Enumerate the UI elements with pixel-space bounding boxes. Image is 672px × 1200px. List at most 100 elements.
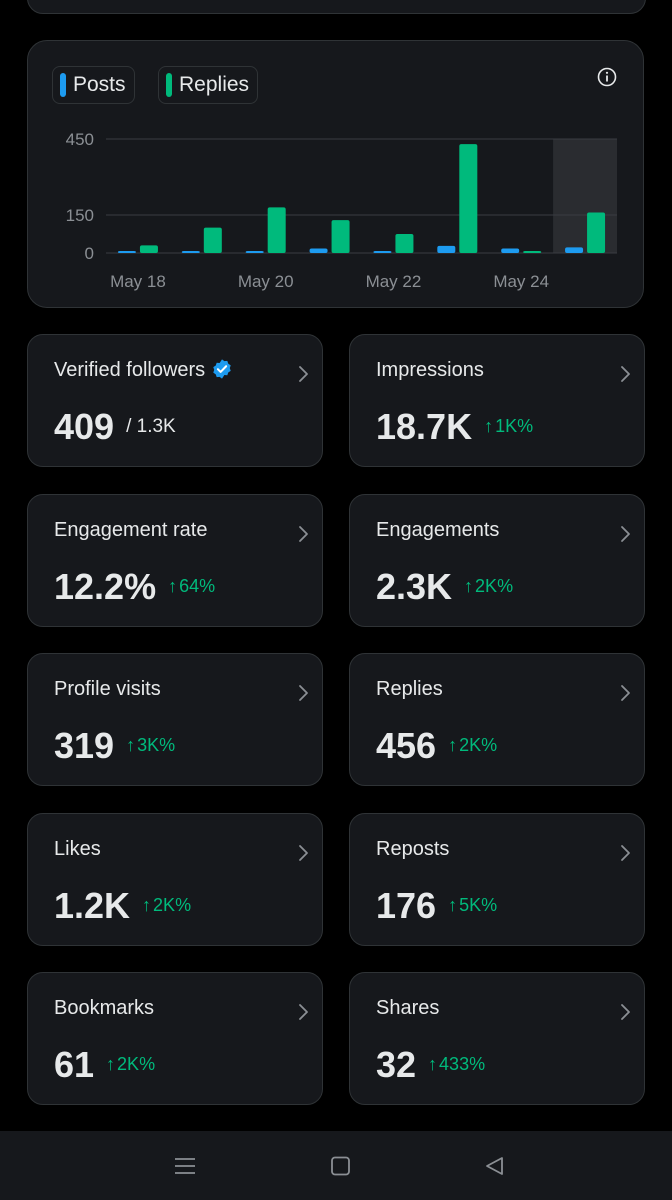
up-arrow-icon: ↑ xyxy=(448,895,458,916)
stat-value: 12.2% ↑ 64% xyxy=(54,567,215,609)
bar-chart: 0 150 450 May 18 May 20 May 22 May 24 xyxy=(66,130,617,291)
stat-change-text: 3K% xyxy=(137,735,176,756)
legend-replies-label: Replies xyxy=(179,73,250,96)
stat-value-text: 12.2% xyxy=(54,566,157,607)
stat-label: Replies xyxy=(376,678,443,701)
stat-label: Verified followers xyxy=(54,359,233,382)
chevron-right-icon xyxy=(621,685,630,701)
replies-bar xyxy=(139,245,158,253)
stat-value: 32 ↑ 433% xyxy=(376,1045,485,1087)
stat-value: 18.7K ↑ 1K% xyxy=(376,407,533,449)
y-tick-label: 0 xyxy=(85,244,94,263)
legend-posts[interactable]: Posts xyxy=(52,66,135,104)
x-tick-label: May 20 xyxy=(238,272,294,291)
up-arrow-icon: ↑ xyxy=(464,576,474,597)
posts-bar xyxy=(309,248,328,253)
posts-bar xyxy=(181,251,200,253)
replies-bar xyxy=(331,220,350,253)
stat-card[interactable]: Replies 456 ↑ 2K% xyxy=(349,653,645,786)
stat-value-text: 176 xyxy=(376,885,437,926)
stat-change: ↑ 5K% xyxy=(448,895,497,915)
menu-icon[interactable] xyxy=(173,1155,197,1177)
verified-badge-icon xyxy=(213,359,231,379)
stat-value: 176 ↑ 5K% xyxy=(376,886,497,928)
previous-card xyxy=(27,0,646,14)
stat-card[interactable]: Engagement rate 12.2% ↑ 64% xyxy=(27,494,323,627)
posts-bar xyxy=(437,245,456,253)
chevron-right-icon xyxy=(621,526,630,542)
stat-value: 456 ↑ 2K% xyxy=(376,726,497,768)
stat-change: ↑ 1K% xyxy=(484,416,533,436)
info-icon[interactable] xyxy=(597,67,617,87)
up-arrow-icon: ↑ xyxy=(448,735,458,756)
chevron-right-icon xyxy=(621,845,630,861)
stat-change: ↑ 3K% xyxy=(126,735,175,755)
stat-value: 61 ↑ 2K% xyxy=(54,1045,155,1087)
home-square-icon[interactable] xyxy=(329,1155,353,1177)
up-arrow-icon: ↑ xyxy=(168,576,178,597)
stat-card[interactable]: Impressions 18.7K ↑ 1K% xyxy=(349,334,645,467)
replies-bar xyxy=(587,212,606,253)
stat-value-text: 2.3K xyxy=(376,566,453,607)
up-arrow-icon: ↑ xyxy=(106,1054,116,1075)
stat-card[interactable]: Verified followers 409 / 1.3K xyxy=(27,334,323,467)
stat-label: Impressions xyxy=(376,359,484,382)
stat-value: 319 ↑ 3K% xyxy=(54,726,175,768)
stat-card[interactable]: Likes 1.2K ↑ 2K% xyxy=(27,813,323,946)
stat-label-text: Shares xyxy=(376,997,440,1019)
stat-label-text: Verified followers xyxy=(54,359,206,381)
stat-change-text: 433% xyxy=(439,1054,486,1075)
stat-value: 2.3K ↑ 2K% xyxy=(376,567,513,609)
stat-value-text: 18.7K xyxy=(376,406,473,447)
stat-change-text: 2K% xyxy=(153,895,192,916)
chevron-right-icon xyxy=(299,845,308,861)
stat-card[interactable]: Bookmarks 61 ↑ 2K% xyxy=(27,972,323,1105)
stat-change-text: 2K% xyxy=(475,576,514,597)
stat-label-text: Replies xyxy=(376,678,443,700)
x-tick-label: May 18 xyxy=(110,272,166,291)
replies-bar xyxy=(267,207,286,253)
up-arrow-icon: ↑ xyxy=(126,735,136,756)
posts-bar xyxy=(245,250,264,253)
x-tick-label: May 24 xyxy=(493,272,549,291)
y-tick-label: 450 xyxy=(66,130,94,149)
stat-change-text: 5K% xyxy=(459,895,498,916)
system-navigation-bar xyxy=(0,1131,672,1200)
chevron-right-icon xyxy=(299,1004,308,1020)
stat-change-text: 2K% xyxy=(459,735,498,756)
stat-label-text: Reposts xyxy=(376,838,450,860)
chevron-right-icon xyxy=(299,526,308,542)
stat-label: Bookmarks xyxy=(54,997,154,1020)
posts-bar xyxy=(117,251,136,253)
stat-card[interactable]: Reposts 176 ↑ 5K% xyxy=(349,813,645,946)
stat-change: ↑ 2K% xyxy=(464,576,513,596)
posts-bar xyxy=(373,251,392,253)
replies-swatch xyxy=(166,73,172,97)
stat-change-text: 2K% xyxy=(117,1054,156,1075)
activity-chart-card: Posts Replies 0 150 450 May 18 May 20 May 22 M… xyxy=(27,40,644,308)
stat-card[interactable]: Shares 32 ↑ 433% xyxy=(349,972,645,1105)
legend-replies[interactable]: Replies xyxy=(158,66,259,104)
stat-value: 1.2K ↑ 2K% xyxy=(54,886,191,928)
stat-value-text: 32 xyxy=(376,1044,417,1085)
stat-card[interactable]: Profile visits 319 ↑ 3K% xyxy=(27,653,323,786)
stat-value-text: 61 xyxy=(54,1044,95,1085)
stat-change: ↑ 2K% xyxy=(142,895,191,915)
up-arrow-icon: ↑ xyxy=(428,1054,438,1075)
stat-card[interactable]: Engagements 2.3K ↑ 2K% xyxy=(349,494,645,627)
replies-bar xyxy=(203,227,222,253)
back-triangle-icon[interactable] xyxy=(483,1155,507,1177)
chevron-right-icon xyxy=(621,366,630,382)
stat-change: ↑ 433% xyxy=(428,1054,485,1074)
stat-value-text: 319 xyxy=(54,725,115,766)
stat-change: ↑ 2K% xyxy=(106,1054,155,1074)
stat-label-text: Likes xyxy=(54,838,101,860)
stat-value-text: 1.2K xyxy=(54,885,131,926)
up-arrow-icon: ↑ xyxy=(484,416,494,437)
stat-value-text: 409 xyxy=(54,406,115,447)
posts-bar xyxy=(565,247,584,253)
stat-label-text: Bookmarks xyxy=(54,997,155,1019)
hover-highlight xyxy=(553,139,617,253)
stat-label: Engagement rate xyxy=(54,519,207,542)
stat-label-text: Engagements xyxy=(376,519,500,541)
